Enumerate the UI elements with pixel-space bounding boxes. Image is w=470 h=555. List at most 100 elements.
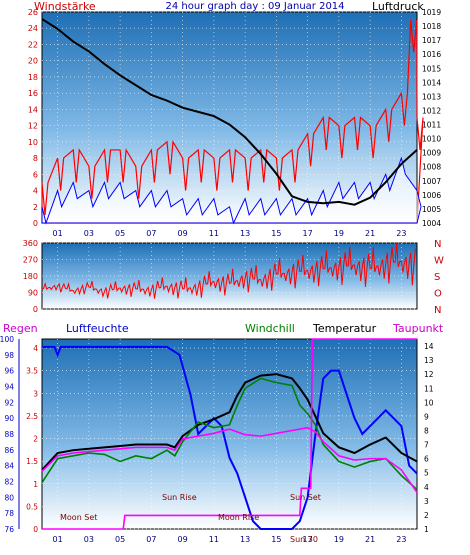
panel2-series <box>41 242 416 299</box>
p3-hour-label: 17 <box>303 535 313 544</box>
p3-humidity-tick-label: 94 <box>4 383 14 392</box>
p1-left-tick-label: 16 <box>28 89 38 98</box>
p1-hour-label: 03 <box>84 229 94 238</box>
p3-hour-label: 07 <box>146 535 156 544</box>
p3-hour-label: 15 <box>271 535 281 544</box>
p3-temp-tick-label: 5 <box>424 469 429 478</box>
p2-left-tick-label: 0 <box>33 305 38 314</box>
p1-right-tick-label: 1010 <box>422 135 441 144</box>
series-temperatur <box>41 373 418 471</box>
p1-right-tick-label: 1014 <box>422 78 441 87</box>
p3-humidity-tick-label: 84 <box>4 462 14 471</box>
p2-left-tick-label: 90 <box>28 289 38 298</box>
p3-hour-label: 11 <box>209 535 219 544</box>
p2-left-tick-label: 360 <box>23 239 38 248</box>
p1-right-tick-label: 1006 <box>422 191 441 200</box>
p3-humidity-tick-label: 98 <box>4 351 14 360</box>
p1-right-tick-label: 1009 <box>422 149 441 158</box>
p1-hour-label: 13 <box>240 229 250 238</box>
series-windchill <box>41 377 418 491</box>
axis-layer: 0246810121416182022242610041005100610071… <box>0 8 444 544</box>
panel3-series <box>41 338 418 530</box>
sun-rise-label: Sun Rise <box>162 493 197 502</box>
p3-rain-tick-label: 0.5 <box>26 502 38 511</box>
windstaerke-label: Windstärke <box>34 0 96 13</box>
p3-temp-tick-label: 13 <box>424 356 434 365</box>
p1-hour-label: 17 <box>303 229 313 238</box>
p3-rain-tick-label: 2.5 <box>26 412 38 421</box>
p3-rain-tick-label: 4 <box>33 344 38 353</box>
grid-layer <box>42 11 417 530</box>
p3-hour-label: 05 <box>115 535 125 544</box>
series-luftfeuchte <box>42 345 418 530</box>
panel3-background <box>41 338 418 530</box>
regen-label: Regen <box>3 322 38 335</box>
p1-right-tick-label: 1011 <box>422 121 441 130</box>
moon-rise-label: Moon Rise <box>218 513 259 522</box>
windchill-label: Windchill <box>245 322 295 335</box>
p1-hour-label: 09 <box>178 229 188 238</box>
p1-right-tick-label: 1008 <box>422 163 441 172</box>
p1-left-tick-label: 20 <box>28 57 38 66</box>
p3-temp-tick-label: 9 <box>424 412 429 421</box>
p1-left-tick-label: 6 <box>33 170 38 179</box>
p3-humidity-tick-label: 78 <box>4 509 14 518</box>
p3-temp-tick-label: 6 <box>424 455 429 464</box>
p3-humidity-tick-label: 96 <box>4 367 14 376</box>
p3-humidity-tick-label: 90 <box>4 414 14 423</box>
p3-hour-label: 19 <box>334 535 344 544</box>
p1-hour-label: 11 <box>209 229 219 238</box>
panel1-series <box>41 18 424 225</box>
p1-left-tick-label: 22 <box>28 40 38 49</box>
moon-set-label: Moon Set <box>60 513 97 522</box>
p2-compass-label: N <box>434 305 441 316</box>
p1-right-tick-label: 1004 <box>422 219 441 228</box>
p1-hour-label: 19 <box>334 229 344 238</box>
series-regen <box>42 338 417 530</box>
p3-hour-label: 23 <box>396 535 406 544</box>
p1-right-tick-label: 1013 <box>422 92 441 101</box>
p1-right-tick-label: 1016 <box>422 50 441 59</box>
p3-rain-tick-label: 3.5 <box>26 367 38 376</box>
p1-right-tick-label: 1005 <box>422 205 441 214</box>
p1-hour-label: 21 <box>365 229 375 238</box>
p1-right-tick-label: 1015 <box>422 64 441 73</box>
p1-left-tick-label: 2 <box>33 203 38 212</box>
p3-temp-tick-label: 12 <box>424 370 434 379</box>
p3-hour-label: 13 <box>240 535 250 544</box>
p1-left-tick-label: 14 <box>28 105 38 114</box>
p1-left-tick-label: 12 <box>28 122 38 131</box>
p3-humidity-tick-label: 86 <box>4 446 14 455</box>
taupunkt-label: Taupunkt <box>392 322 444 335</box>
chart-title: 24 hour graph day : 09 Januar 2014 <box>165 1 344 12</box>
p3-temp-tick-label: 11 <box>424 384 434 393</box>
p1-left-tick-label: 18 <box>28 73 38 82</box>
p3-humidity-tick-label: 76 <box>4 525 14 534</box>
p3-temp-tick-label: 7 <box>424 441 429 450</box>
p3-humidity-tick-label: 100 <box>0 335 14 344</box>
p1-hour-label: 07 <box>146 229 156 238</box>
p1-right-tick-label: 1018 <box>422 22 441 31</box>
series-wind-gust <box>41 20 424 224</box>
p3-humidity-tick-label: 80 <box>4 493 14 502</box>
p3-hour-label: 03 <box>84 535 94 544</box>
luftfeuchte-label: Luftfeuchte <box>66 322 129 335</box>
p3-temp-tick-label: 4 <box>424 483 429 492</box>
p1-right-tick-label: 1012 <box>422 106 441 115</box>
p3-humidity-tick-label: 82 <box>4 478 14 487</box>
p3-rain-tick-label: 2 <box>33 435 38 444</box>
p3-temp-tick-label: 10 <box>424 398 434 407</box>
p1-hour-label: 15 <box>271 229 281 238</box>
p3-hour-label: 01 <box>53 535 63 544</box>
temperatur-label: Temperatur <box>312 322 377 335</box>
p1-left-tick-label: 24 <box>28 24 38 33</box>
p2-compass-label: N <box>434 239 441 250</box>
p1-left-tick-label: 10 <box>28 138 38 147</box>
p1-hour-label: 23 <box>396 229 406 238</box>
p1-left-tick-label: 4 <box>33 187 38 196</box>
p3-temp-tick-label: 1 <box>424 525 429 534</box>
p1-right-tick-label: 1017 <box>422 36 441 45</box>
p3-rain-tick-label: 1 <box>33 480 38 489</box>
p3-hour-label: 09 <box>178 535 188 544</box>
